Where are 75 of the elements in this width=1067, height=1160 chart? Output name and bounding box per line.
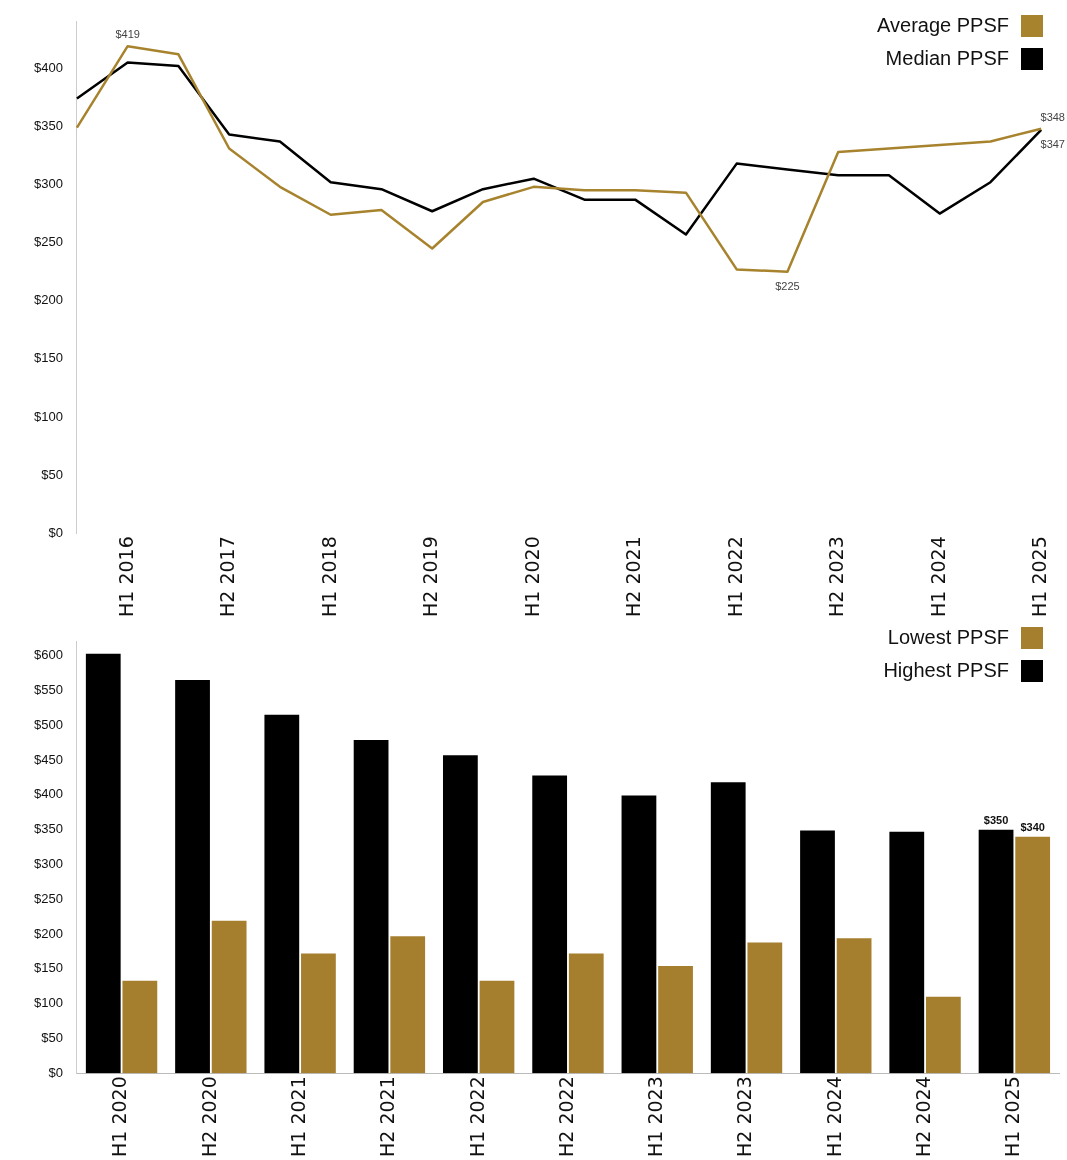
- data-label: $347: [1040, 137, 1065, 150]
- bar: [710, 782, 746, 1074]
- y-tick-label: $0: [48, 1064, 63, 1080]
- bar: [442, 755, 478, 1074]
- bar: [747, 942, 783, 1074]
- legend-label: Highest PPSF: [883, 659, 1009, 682]
- y-tick-label: $500: [34, 716, 63, 732]
- legend-label: Median PPSF: [885, 47, 1009, 70]
- bar: [889, 831, 925, 1074]
- bar: [532, 775, 568, 1074]
- bar: [926, 996, 961, 1074]
- data-label: $340: [1020, 820, 1045, 833]
- bar: [658, 966, 693, 1074]
- x-tick-label: H1 2025: [1001, 1076, 1024, 1158]
- bar: [479, 980, 515, 1074]
- y-tick-label: $550: [34, 682, 63, 698]
- y-tick-label: $300: [34, 856, 63, 872]
- x-tick-label: H1 2022: [465, 1076, 488, 1158]
- x-tick-label: H2 2021: [376, 1076, 399, 1158]
- y-tick-label: $250: [34, 234, 63, 250]
- x-tick-label: H1 2021: [287, 1076, 310, 1158]
- y-tick-label: $50: [41, 466, 63, 482]
- legend-label: Average PPSF: [877, 14, 1009, 37]
- bar: [301, 953, 336, 1074]
- bar: [621, 795, 657, 1074]
- x-tick-label: H1 2024: [822, 1076, 845, 1158]
- x-tick-label: H1 2022: [723, 536, 746, 618]
- x-tick-label: H2 2019: [419, 536, 442, 618]
- y-tick-label: $200: [34, 925, 63, 941]
- x-tick-label: H1 2020: [108, 1076, 131, 1158]
- data-label: $348: [1040, 110, 1065, 123]
- bar: [836, 938, 872, 1074]
- bar: [211, 920, 247, 1074]
- legend-label: Lowest PPSF: [887, 626, 1009, 649]
- x-tick-label: H2 2021: [622, 536, 645, 618]
- x-tick-label: H2 2022: [554, 1076, 577, 1158]
- x-tick-label: H1 2024: [926, 536, 949, 618]
- y-tick-label: $300: [34, 176, 63, 192]
- y-tick-label: $0: [48, 524, 63, 540]
- x-tick-label: H1 2016: [114, 536, 137, 618]
- bar: [390, 936, 426, 1074]
- bar: [175, 680, 210, 1074]
- x-tick-label: H2 2017: [216, 536, 239, 618]
- bar: [978, 829, 1014, 1074]
- x-tick-label: H1 2020: [520, 536, 543, 618]
- y-tick-label: $350: [34, 821, 63, 837]
- y-tick-label: $100: [34, 995, 63, 1011]
- y-tick-label: $200: [34, 292, 63, 308]
- bar: [353, 739, 389, 1074]
- x-tick-label: H2 2023: [825, 536, 848, 618]
- bar: [800, 830, 835, 1074]
- y-tick-label: $450: [34, 751, 63, 767]
- x-tick-label: H2 2024: [912, 1076, 935, 1158]
- data-label: $225: [775, 279, 800, 292]
- y-tick-label: $350: [34, 117, 63, 133]
- x-tick-label: H1 2018: [317, 536, 340, 618]
- y-tick-label: $400: [34, 786, 63, 802]
- bar: [568, 953, 604, 1074]
- data-label: $419: [115, 28, 140, 41]
- x-tick-label: H1 2025: [1028, 536, 1051, 618]
- bar: [122, 980, 158, 1074]
- bar: [85, 653, 121, 1074]
- x-tick-label: H1 2023: [644, 1076, 667, 1158]
- bar: [1015, 836, 1051, 1074]
- y-tick-label: $100: [34, 408, 63, 424]
- x-tick-label: H2 2020: [197, 1076, 220, 1158]
- y-tick-label: $600: [34, 647, 63, 663]
- y-tick-label: $150: [34, 350, 63, 366]
- y-tick-label: $50: [41, 1030, 63, 1046]
- y-tick-label: $150: [34, 960, 63, 976]
- x-tick-label: H2 2023: [733, 1076, 756, 1158]
- data-label: $350: [983, 813, 1009, 826]
- bar: [264, 714, 300, 1074]
- y-tick-label: $250: [34, 890, 63, 906]
- y-tick-label: $400: [34, 59, 63, 75]
